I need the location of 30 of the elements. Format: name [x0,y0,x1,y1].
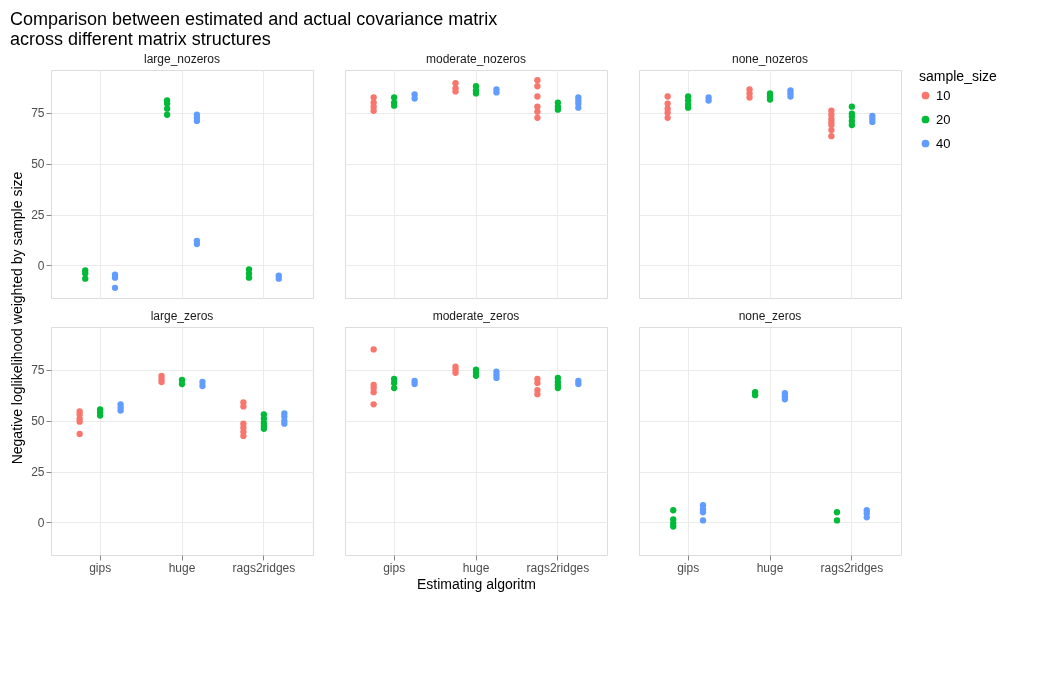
y-tick-label: 75 [31,363,45,378]
y-tick-label: 25 [31,208,45,223]
chart-title: moderate_zeros [432,309,520,323]
y-axis-title: Negative loglikelihood weighted by sample size [9,171,25,465]
x-tick-label: huge [756,560,784,575]
chart-title: moderate_nozeros [425,52,527,66]
x-tick-label: rags2ridges [526,560,590,575]
y-tick-label: 75 [31,106,45,121]
x-tick-label: gips [89,560,112,575]
x-tick-label: huge [462,560,490,575]
y-tick-label: 50 [31,157,45,172]
chart-title: none_zeros [738,309,802,323]
y-tick-label: 50 [31,414,45,429]
text: Comparison between estimated and actual covariance matrix across different matrix structures [10,8,498,49]
x-tick-label: rags2ridges [820,560,884,575]
chart-title: large_zeros [150,309,214,323]
legend-label: 20 [936,111,951,127]
y-tick-label: 0 [37,258,45,273]
chart-title: none_nozeros [731,52,809,66]
x-tick-label: gips [383,560,406,575]
y-tick-label: 25 [31,465,45,480]
x-tick-label: huge [168,560,196,575]
legend-label: 40 [936,135,951,151]
x-axis-title: Estimating algoritm [416,575,537,592]
legend-title: sample_size [919,68,998,84]
legend-label: 10 [936,87,951,103]
chart-title: large_nozeros [143,52,221,66]
y-tick-label: 0 [37,515,45,530]
x-tick-label: rags2ridges [232,560,296,575]
x-tick-label: gips [677,560,700,575]
